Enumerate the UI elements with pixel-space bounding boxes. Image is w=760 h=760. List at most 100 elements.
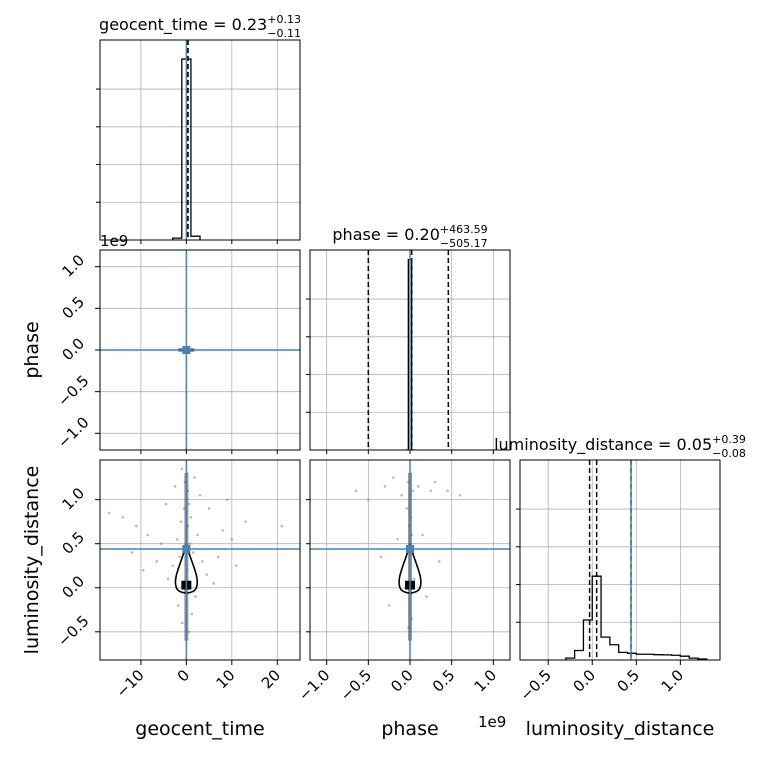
geocent_time-vs-luminosity_distance-panel-sample-33 xyxy=(190,612,194,616)
phase-vs-luminosity_distance-panel-sample-14 xyxy=(446,489,449,493)
geocent_time-vs-luminosity_distance-panel-sample-49 xyxy=(141,568,145,572)
phase-title: phase = 0.20+463.59 xyxy=(332,223,487,244)
geocent_time-vs-luminosity_distance-panel-sample-17 xyxy=(171,564,175,568)
luminosity_distance-histogram-step xyxy=(565,575,708,660)
geocent_time-vs-luminosity_distance-panel-sample-30 xyxy=(107,511,111,515)
phase-vs-luminosity_distance-panel-sample-23 xyxy=(379,555,383,559)
phase-vs-luminosity_distance-panel xyxy=(310,460,510,660)
geocent_time-vs-luminosity_distance-panel-sample-47 xyxy=(164,502,168,506)
geocent_time-xtick-label-1: 0 xyxy=(174,666,193,685)
geocent_time-vs-luminosity_distance-panel xyxy=(100,460,300,660)
luminosity_distance-title-minus: −0.08 xyxy=(712,447,746,460)
phase-vs-luminosity_distance-panel-sample-12 xyxy=(429,489,433,493)
geocent_time-vs-luminosity_distance-panel-sample-12 xyxy=(188,542,192,546)
phase-vs-luminosity_distance-panel-sample-26 xyxy=(425,595,428,598)
geocent_time-hist-panel: geocent_time = 0.23+0.13−0.11 xyxy=(96,13,301,240)
geocent_time-vs-luminosity_distance-panel-sample-26 xyxy=(135,524,138,528)
phase-ytick-label-2: 0.0 xyxy=(58,334,88,364)
geocent_time-vs-luminosity_distance-panel-sample-46 xyxy=(207,507,211,510)
phase-xtick-label-4: 1.0 xyxy=(471,666,501,696)
geocent_time-vs-luminosity_distance-panel-sample-14 xyxy=(191,551,195,554)
phase-vs-luminosity_distance-panel-sample-10 xyxy=(417,485,420,488)
geocent_time-vs-phase-panel-plot-area xyxy=(100,250,300,450)
geocent_time-vs-luminosity_distance-panel-sample-8 xyxy=(179,520,183,523)
geocent_time-title: geocent_time = 0.23+0.13 xyxy=(99,13,301,35)
phase-xtick-label-3: 0.5 xyxy=(429,666,459,696)
phase-vs-luminosity_distance-panel-plot-area xyxy=(310,460,510,660)
luminosity_distance-title: luminosity_distance = 0.05+0.39 xyxy=(494,433,746,455)
phase-vs-luminosity_distance-panel-sample-4 xyxy=(405,507,408,510)
phase-y-axis-label: phase xyxy=(21,321,43,378)
phase-title-minus: −505.17 xyxy=(440,237,488,250)
phase-vs-luminosity_distance-panel-sample-19 xyxy=(354,489,358,493)
geocent_time-vs-luminosity_distance-panel-sample-27 xyxy=(244,520,247,523)
geocent_time-vs-luminosity_distance-panel-plot-area xyxy=(100,460,300,660)
geocent_time-vs-luminosity_distance-panel-sample-42 xyxy=(193,476,196,479)
geocent_time-xtick-label-2: 10 xyxy=(212,666,238,692)
geocent_time-vs-luminosity_distance-panel-sample-37 xyxy=(155,560,159,563)
geocent_time-vs-luminosity_distance-panel-sample-15 xyxy=(178,555,181,559)
geocent_time-vs-luminosity_distance-panel-sample-28 xyxy=(121,515,125,519)
phase-vs-luminosity_distance-panel-sample-15 xyxy=(367,498,370,501)
luminosity_distance-xtick-label-3: 1.0 xyxy=(658,666,688,696)
luminosity_distance-xtick-label-0: −0.5 xyxy=(517,666,555,704)
geocent_time-vs-luminosity_distance-panel-frame xyxy=(99,459,301,661)
geocent_time-vs-luminosity_distance-panel-sample-5 xyxy=(187,502,191,506)
geocent_time-vs-luminosity_distance-panel-sample-20 xyxy=(166,577,170,581)
geocent_time-hist-panel-frame xyxy=(99,39,301,241)
geocent_time-xtick-label-0: −10 xyxy=(113,666,148,701)
geocent_time-vs-luminosity_distance-panel-sample-31 xyxy=(194,595,197,598)
luminosity_distance-ytick-label-2: 0.5 xyxy=(58,528,88,558)
phase-xtick-label-2: 0.0 xyxy=(387,666,417,696)
phase-ytick-label-3: 0.5 xyxy=(58,293,88,323)
geocent_time-vs-luminosity_distance-panel-sample-40 xyxy=(198,493,202,497)
geocent_time-vs-luminosity_distance-panel-sample-32 xyxy=(176,604,180,607)
geocent_time-vs-luminosity_distance-panel-sample-41 xyxy=(173,485,177,488)
geocent_time-vs-phase-panel-truth-marker xyxy=(182,346,191,354)
phase-vs-luminosity_distance-panel-sample-18 xyxy=(458,493,462,497)
luminosity_distance-ytick-label-1: 0.0 xyxy=(58,572,88,602)
geocent_time-title-minus: −0.11 xyxy=(267,27,301,40)
geocent_time-vs-luminosity_distance-panel-sample-43 xyxy=(180,467,184,471)
phase-ytick-label-1: −0.5 xyxy=(54,372,92,410)
geocent_time-x-axis-label: geocent_time xyxy=(135,718,264,740)
geocent_time-vs-luminosity_distance-panel-sample-19 xyxy=(205,573,209,576)
phase-ytick-label-0: −1.0 xyxy=(54,413,92,451)
geocent_time-vs-luminosity_distance-panel-sample-38 xyxy=(235,564,238,568)
phase-y-offset-text: 1e9 xyxy=(100,232,128,250)
phase-x-axis-label: phase xyxy=(381,718,438,740)
luminosity_distance-hist-panel-frame xyxy=(519,459,721,661)
geocent_time-vs-luminosity_distance-panel-sample-39 xyxy=(130,551,134,554)
phase-ytick-label-4: 1.0 xyxy=(58,251,88,281)
luminosity_distance-y-axis-label: luminosity_distance xyxy=(21,466,43,655)
luminosity_distance-ytick-label-3: 1.0 xyxy=(58,484,88,514)
phase-vs-luminosity_distance-panel-sample-21 xyxy=(396,537,399,541)
geocent_time-vs-luminosity_distance-panel-sample-21 xyxy=(212,582,215,585)
phase-hist-panel: phase = 0.20+463.59−505.17 xyxy=(306,223,510,450)
geocent_time-vs-luminosity_distance-panel-sample-36 xyxy=(216,555,220,559)
geocent_time-vs-luminosity_distance-panel-sample-22 xyxy=(160,542,163,546)
luminosity_distance-xtick-label-2: 0.5 xyxy=(614,666,644,696)
phase-vs-luminosity_distance-panel-truth-marker xyxy=(406,544,414,553)
phase-vs-luminosity_distance-panel-sample-17 xyxy=(392,476,395,479)
phase-vs-luminosity_distance-panel-sample-20 xyxy=(421,533,424,537)
geocent_time-vs-luminosity_distance-panel-sample-10 xyxy=(196,533,200,537)
geocent_time-vs-luminosity_distance-panel-truth-marker xyxy=(182,544,191,553)
geocent_time-vs-luminosity_distance-panel-sample-16 xyxy=(200,560,204,563)
luminosity_distance-hist-panel: luminosity_distance = 0.05+0.39−0.08 xyxy=(494,433,746,660)
phase-vs-luminosity_distance-panel-sample-11 xyxy=(400,493,403,497)
phase-vs-luminosity_distance-panel-sample-16 xyxy=(433,480,437,484)
geocent_time-vs-phase-panel xyxy=(100,250,300,450)
geocent_time-vs-luminosity_distance-panel-sample-7 xyxy=(189,515,193,519)
phase-vs-luminosity_distance-panel-sample-22 xyxy=(437,560,441,563)
phase-vs-luminosity_distance-panel-sample-24 xyxy=(412,577,416,581)
phase-xtick-label-1: −0.5 xyxy=(337,666,375,704)
phase-x-offset-text: 1e9 xyxy=(478,713,506,731)
phase-vs-luminosity_distance-panel-sample-27 xyxy=(387,604,391,607)
geocent_time-vs-luminosity_distance-panel-sample-48 xyxy=(225,498,229,501)
luminosity_distance-x-axis-label: luminosity_distance xyxy=(526,718,715,740)
geocent_time-vs-luminosity_distance-panel-sample-24 xyxy=(146,533,150,537)
phase-xtick-label-0: −1.0 xyxy=(295,666,333,704)
geocent_time-xtick-label-3: 20 xyxy=(258,666,284,692)
